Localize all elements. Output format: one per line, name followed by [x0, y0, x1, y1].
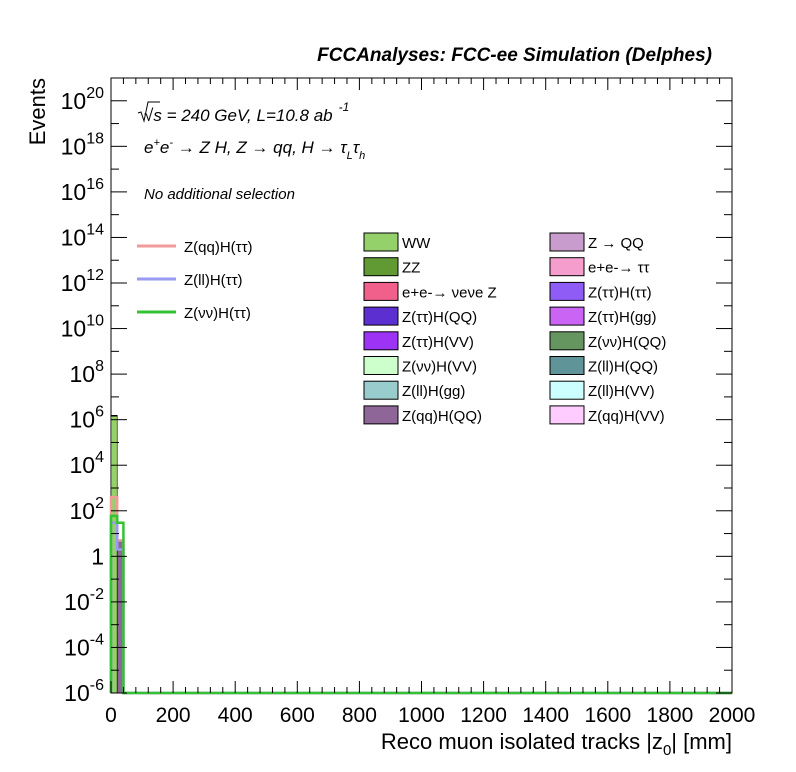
legend-box-swatch: [363, 306, 399, 326]
legend-box-swatch: [549, 306, 585, 326]
x-tick-label: 0: [105, 704, 117, 727]
legend-box-swatch: [549, 281, 585, 301]
x-tick-label: 1200: [460, 704, 507, 727]
legend-box-swatch: [363, 232, 399, 252]
chart-title: FCCAnalyses: FCC-ee Simulation (Delphes): [317, 45, 712, 66]
svg-text:√s = 240 GeV, L=10.8 ab-1: √s = 240 GeV, L=10.8 ab -1: [144, 100, 349, 125]
selection-label: No additional selection: [144, 186, 295, 203]
legend-signals: Z(qq)H(ττ) Z(ll)H(ττ) Z(νν)H(ττ): [137, 239, 253, 322]
legend-box-swatch: [549, 356, 585, 375]
legend-box-swatch: [549, 257, 585, 277]
legend-box-label: Z(ll)H(gg): [402, 383, 465, 400]
line-series-0: [109, 495, 732, 695]
legend-box-swatch: [549, 405, 585, 425]
line-series-2: [109, 514, 732, 695]
legend-box-label: Z(νν)H(VV): [402, 359, 477, 376]
legend-box-label: e+e-→ νeνe Z: [402, 284, 497, 301]
legend-box-label: e+e-→ ττ: [588, 260, 650, 277]
y-tick-label: 1014: [61, 221, 104, 250]
x-tick-label: 800: [342, 704, 377, 727]
y-tick-label: 104: [70, 449, 105, 478]
legend-box-label: ZZ: [402, 260, 420, 277]
legend-backgrounds: WW ZZ e+e-→ νeνe Z Z(ττ)H(QQ) Z(ττ)H(VV) Z(νν…: [363, 232, 666, 425]
x-tick-label: 1800: [647, 704, 694, 727]
legend-box-swatch: [363, 331, 399, 351]
legend-box-label: WW: [402, 235, 431, 252]
legend-box-label: Z(ττ)H(gg): [588, 309, 657, 326]
y-tick-label: 108: [70, 358, 105, 387]
legend-box-swatch: [363, 257, 399, 277]
x-tick-labels: 0 200 400 600 800 1000 1200 1400 1600 1800 2000: [105, 704, 755, 727]
legend-box-label: Z(qq)H(QQ): [402, 408, 482, 425]
axis-ticks: [110, 77, 733, 694]
legend-line-label: Z(qq)H(ττ): [184, 239, 253, 256]
y-tick-label: 1020: [61, 85, 104, 114]
y-tick-label: 10-2: [64, 586, 104, 615]
line-series-1: [109, 521, 732, 695]
stacked-histogram: [110, 415, 124, 694]
y-tick-label: 106: [70, 404, 105, 433]
process-label: e+e- → Z H, Z → qq, H → τLτh: [144, 137, 365, 162]
y-tick-label: 1018: [61, 130, 104, 159]
y-tick-label: 1012: [61, 267, 104, 296]
y-tick-label: 10-6: [64, 677, 104, 706]
y-tick-label: 102: [70, 495, 105, 524]
energy-luminosity-label: √s = 240 GeV, L=10.8 ab -1: [137, 100, 349, 125]
bar-9-0: [110, 415, 118, 417]
x-tick-label: 1600: [584, 704, 631, 727]
y-tick-label: 1: [91, 543, 104, 569]
x-tick-label: 600: [280, 704, 315, 727]
legend-box-swatch: [363, 356, 399, 375]
legend-box-label: Z(ττ)H(VV): [402, 334, 474, 351]
legend-box-swatch: [363, 380, 399, 400]
legend-box-label: Z(νν)H(QQ): [588, 334, 666, 351]
y-tick-label: 10-4: [64, 631, 104, 660]
legend-box-swatch: [549, 232, 585, 252]
legend-line-label: Z(νν)H(ττ): [184, 305, 251, 322]
legend-box-label: Z → QQ: [588, 235, 644, 252]
x-tick-label: 400: [218, 704, 253, 727]
y-tick-labels: 10-6 10-4 10-2 1 102 104 106 108 1010 1012 1014 101…: [61, 85, 104, 706]
legend-box-swatch: [363, 405, 399, 425]
x-tick-label: 1400: [522, 704, 569, 727]
x-axis-title: Reco muon isolated tracks |z0| [mm]: [381, 729, 732, 759]
legend-box-label: Z(ll)H(QQ): [588, 359, 658, 376]
legend-box-label: Z(ll)H(VV): [588, 383, 655, 400]
legend-box-label: Z(qq)H(VV): [588, 408, 665, 425]
y-axis-title: Events: [25, 78, 50, 145]
signal-histograms: [109, 495, 732, 695]
legend-box-label: Z(ττ)H(ττ): [588, 284, 652, 301]
x-tick-label: 200: [156, 704, 191, 727]
x-tick-label: 1000: [398, 704, 445, 727]
y-tick-label: 1016: [61, 176, 104, 205]
legend-box-swatch: [549, 380, 585, 400]
legend-box-swatch: [363, 281, 399, 301]
x-tick-label: 2000: [709, 704, 756, 727]
legend-box-swatch: [549, 331, 585, 351]
legend-line-label: Z(ll)H(ττ): [184, 272, 243, 289]
y-tick-label: 1010: [61, 313, 104, 342]
legend-box-label: Z(ττ)H(QQ): [402, 309, 477, 326]
